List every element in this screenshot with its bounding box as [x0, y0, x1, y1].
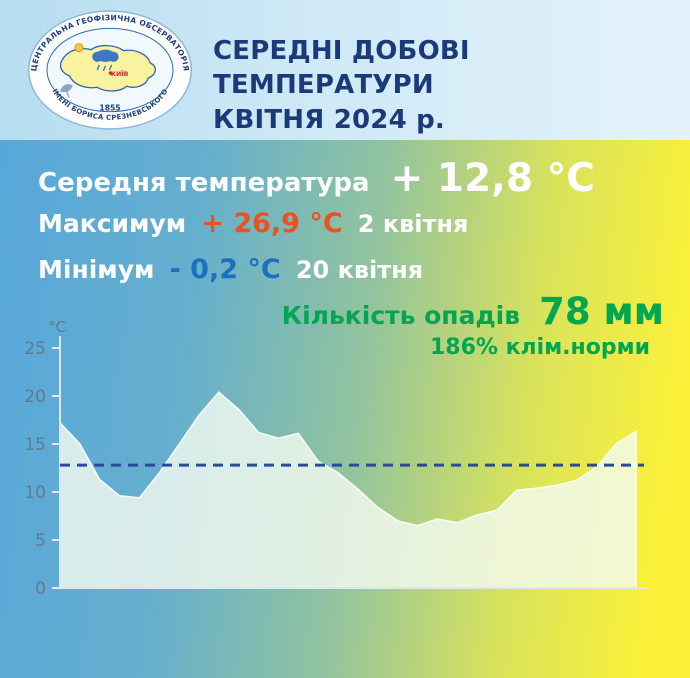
maximum-label: Максимум [38, 209, 187, 238]
minimum-date: 20 квітня [295, 256, 424, 284]
rain-cloud-icon [92, 49, 119, 72]
y-tick-label: 10 [24, 483, 46, 503]
kyiv-dot [108, 71, 113, 75]
y-axis-unit-label: °С [48, 318, 66, 336]
temperature-chart: 0 5 10 15 20 25 °С [0, 318, 690, 618]
ukraine-map [59, 44, 156, 92]
minimum-label: Мінімум [38, 255, 155, 284]
page-title-line2: КВІТНЯ 2024 р. [213, 104, 446, 135]
sun-icon [74, 43, 84, 53]
y-tick-label: 0 [35, 579, 46, 599]
precipitation-value: 78 мм [539, 290, 664, 333]
y-tick-label: 5 [35, 531, 46, 551]
maximum-date: 2 квітня [357, 210, 469, 238]
observatory-logo: КИЇВ ЦЕНТРАЛЬНА ГЕОФІЗИЧНА ОБСЕРВАТОРІЯ … [26, 8, 194, 132]
average-temperature-label: Середня температура [38, 168, 370, 198]
temperature-chart-svg: 0 5 10 15 20 25°С [24, 318, 648, 599]
temperature-area [59, 391, 637, 589]
average-temperature-value: + 12,8 °С [390, 156, 595, 201]
precipitation-block: Кількість опадів 78 мм 186% клім.норми [282, 290, 664, 360]
header: КИЇВ ЦЕНТРАЛЬНА ГЕОФІЗИЧНА ОБСЕРВАТОРІЯ … [0, 0, 690, 140]
satellite-dish-icon [59, 84, 73, 98]
y-tick-label: 15 [24, 435, 46, 455]
page-title-line1: СЕРЕДНІ ДОБОВІ ТЕМПЕРАТУРИ [213, 36, 470, 101]
logo-year: 1855 [99, 104, 120, 113]
page-title: СЕРЕДНІ ДОБОВІ ТЕМПЕРАТУРИ КВІТНЯ 2024 р… [213, 34, 678, 137]
kyiv-label: КИЇВ [111, 69, 129, 78]
average-temperature-row: Середня температура + 12,8 °С [38, 156, 595, 201]
precipitation-row: Кількість опадів 78 мм [282, 290, 664, 333]
maximum-value: + 26,9 °С [201, 208, 343, 239]
minimum-value: - 0,2 °С [169, 254, 281, 285]
minimum-temperature-row: Мінімум - 0,2 °С 20 квітня [38, 254, 423, 285]
precipitation-norm: 186% клім.норми [429, 335, 650, 360]
observatory-logo-emblem: КИЇВ ЦЕНТРАЛЬНА ГЕОФІЗИЧНА ОБСЕРВАТОРІЯ … [27, 10, 193, 130]
y-tick-label: 25 [24, 339, 46, 359]
y-tick-label: 20 [24, 387, 46, 407]
main-panel: Середня температура + 12,8 °С Максимум +… [0, 140, 690, 678]
maximum-temperature-row: Максимум + 26,9 °С 2 квітня [38, 208, 468, 239]
precipitation-label: Кількість опадів [281, 301, 521, 330]
